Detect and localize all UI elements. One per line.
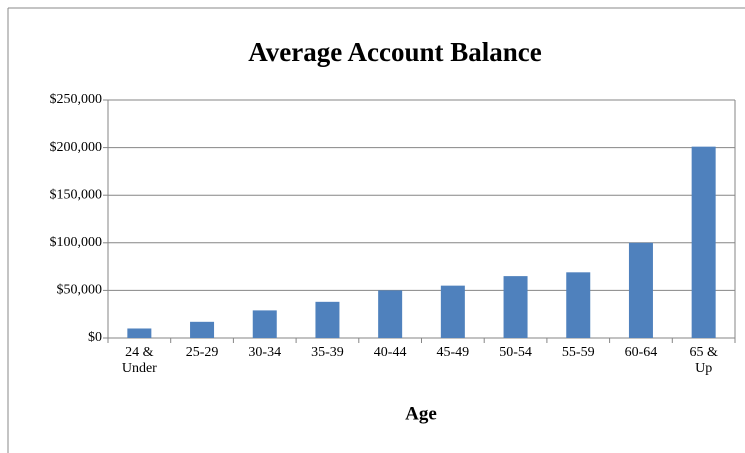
x-tick-label: 60-64 <box>624 345 658 360</box>
bar <box>378 290 403 338</box>
chart-title: Average Account Balance <box>248 37 541 67</box>
x-tick-label: 30-34 <box>248 345 282 360</box>
x-tick-label: 25-29 <box>185 345 219 360</box>
x-tick-label: 55-59 <box>561 345 595 360</box>
bar <box>440 285 465 338</box>
x-axis-label: Age <box>405 403 437 424</box>
y-tick-label: $100,000 <box>50 235 103 250</box>
bar <box>127 328 152 338</box>
x-tick-label: 50-54 <box>499 345 532 360</box>
y-tick-label: $250,000 <box>50 92 103 107</box>
bar <box>566 272 591 338</box>
y-tick-label: $0 <box>88 330 102 345</box>
y-tick-label: $200,000 <box>50 140 103 155</box>
x-tick-label: 45-49 <box>436 345 470 360</box>
bar <box>691 146 716 338</box>
x-tick-label: 24 & Under <box>121 345 157 376</box>
x-tick-label: 35-39 <box>311 345 344 360</box>
bar <box>315 301 340 338</box>
x-tick-label: 65 & Up <box>689 345 718 376</box>
bar <box>252 310 277 338</box>
bar <box>628 242 653 338</box>
bar <box>503 276 528 338</box>
x-tick-label: 40-44 <box>373 345 407 360</box>
y-tick-label: $150,000 <box>50 187 103 202</box>
bar <box>190 321 215 338</box>
y-tick-label: $50,000 <box>57 283 103 298</box>
